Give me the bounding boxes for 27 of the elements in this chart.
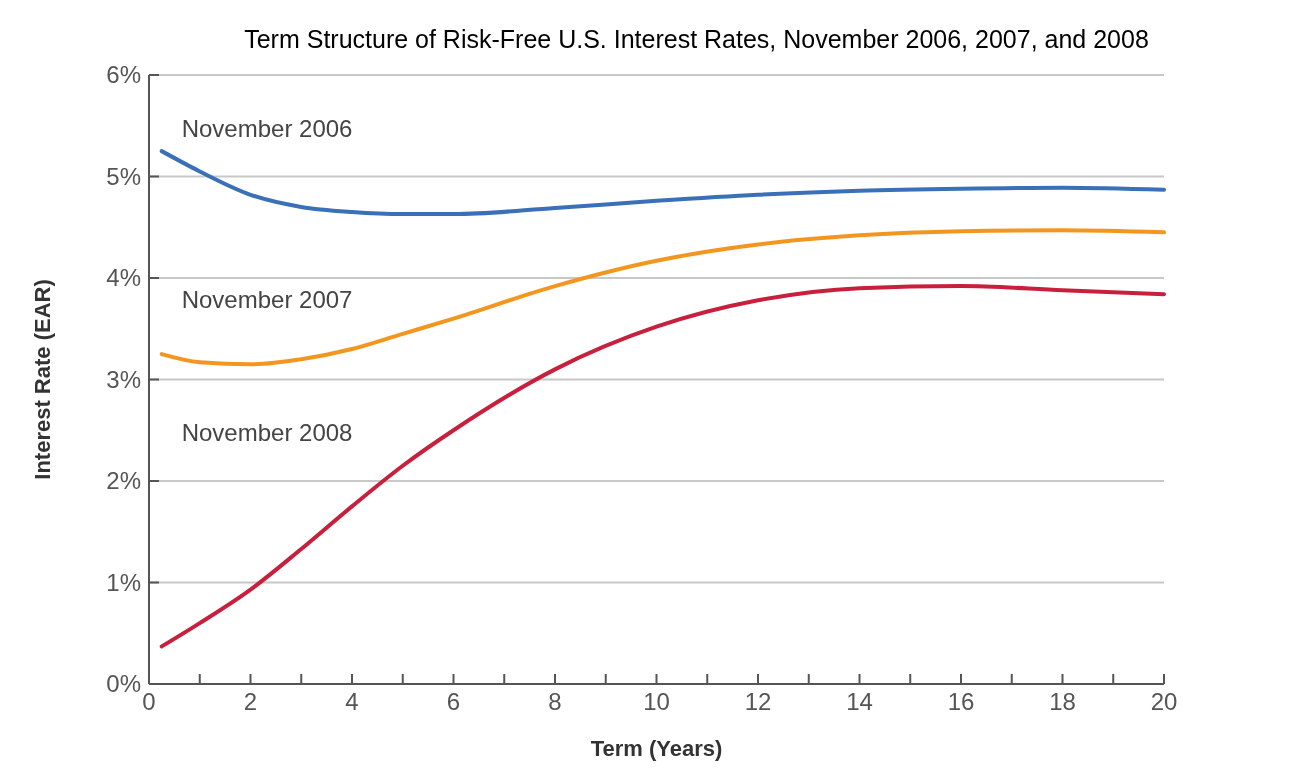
- series-label: November 2006: [181, 115, 353, 143]
- x-tick-label: 6: [446, 688, 461, 715]
- x-tick-label: 14: [846, 688, 873, 715]
- x-tick-label: 10: [643, 688, 670, 715]
- y-axis-title: Interest Rate (EAR): [30, 279, 55, 480]
- x-tick-label: 16: [947, 688, 975, 715]
- x-tick-label: 0: [142, 688, 156, 715]
- y-tick-label: 1%: [106, 568, 141, 596]
- y-tick-label: 3%: [106, 365, 141, 393]
- x-tick-label: 18: [1049, 688, 1076, 715]
- x-tick-label: 4: [345, 688, 359, 715]
- x-tick-label: 12: [744, 688, 772, 715]
- series-label: November 2008: [181, 419, 353, 447]
- y-tick-label: 6%: [106, 61, 141, 89]
- line-series: [159, 284, 1166, 649]
- y-tick-label: 0%: [106, 670, 141, 698]
- x-axis-title: Term (Years): [590, 736, 723, 761]
- y-tick-label: 4%: [106, 264, 141, 292]
- y-tick-label: 5%: [106, 162, 141, 190]
- line-series: [159, 228, 1166, 367]
- chart-title: Term Structure of Risk-Free U.S. Interest Rates, November 2006, 2007, and 2008: [244, 25, 1149, 53]
- x-tick-label: 20: [1150, 688, 1178, 715]
- y-tick-label: 2%: [106, 467, 141, 495]
- series-label: November 2007: [181, 286, 353, 314]
- line-series: [159, 149, 1166, 217]
- x-tick-label: 2: [243, 688, 258, 715]
- x-tick-label: 8: [548, 688, 562, 715]
